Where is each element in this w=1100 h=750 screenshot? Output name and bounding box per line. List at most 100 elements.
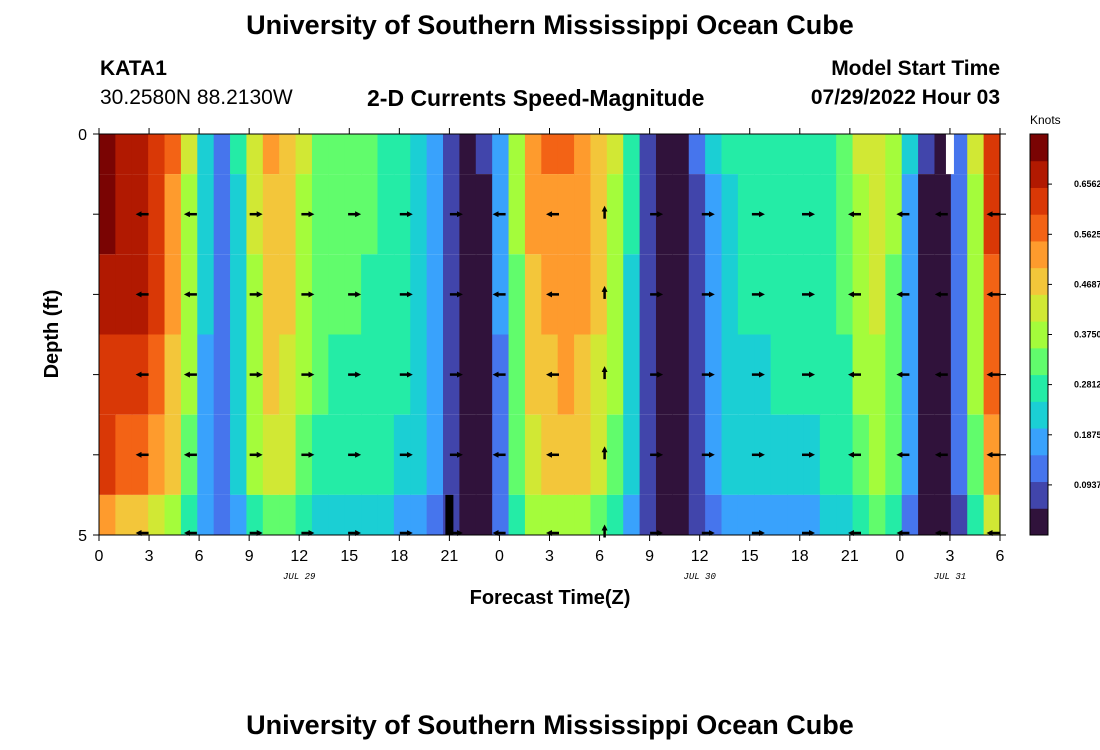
heatmap-cell	[443, 134, 460, 175]
heatmap-cell	[688, 494, 706, 535]
heatmap-cell	[164, 174, 182, 255]
heatmap-cell	[967, 334, 985, 415]
heatmap-cell	[639, 494, 657, 535]
colorbar-segment	[1030, 428, 1048, 456]
heatmap-cell	[295, 494, 313, 535]
heatmap-cell	[115, 134, 133, 175]
colorbar-tick-label: 0.09375	[1074, 480, 1100, 490]
heatmap-cell	[524, 134, 542, 175]
colorbar-segment	[1030, 481, 1048, 509]
heatmap-cell	[262, 174, 280, 255]
x-tick-label: 9	[645, 548, 654, 565]
heatmap-cell	[655, 174, 673, 255]
x-tick-label: 6	[195, 548, 204, 565]
heatmap-cell	[230, 254, 248, 335]
heatmap-cell	[836, 134, 854, 175]
heatmap-cell	[721, 334, 739, 415]
heatmap-cell	[279, 414, 297, 495]
heatmap-cell	[819, 174, 837, 255]
heatmap-cell	[967, 414, 985, 495]
heatmap-cell	[426, 174, 444, 255]
heatmap-cell	[377, 134, 395, 175]
heatmap-cell	[836, 174, 854, 255]
heatmap-cell	[934, 494, 952, 535]
heatmap-cell	[377, 494, 395, 535]
heatmap-cell	[737, 174, 755, 255]
heatmap-cell	[557, 494, 575, 535]
heatmap-cell	[148, 494, 166, 535]
heatmap-cell	[868, 134, 886, 175]
date-label: JUL 31	[934, 572, 966, 582]
heatmap-cell	[606, 414, 624, 495]
page-title: University of Southern Mississippi Ocean…	[246, 10, 854, 40]
heatmap-cell	[574, 494, 592, 535]
x-tick-label: 15	[340, 548, 358, 565]
heatmap-cell	[967, 174, 985, 255]
heatmap-cell	[901, 174, 919, 255]
heatmap-cell	[803, 494, 821, 535]
heatmap-cell	[836, 334, 854, 415]
colorbar-segment	[1030, 267, 1048, 295]
heatmap-cells	[99, 134, 1001, 535]
page-title-repeat: University of Southern Mississippi Ocean…	[246, 710, 854, 740]
heatmap-cell	[148, 254, 166, 335]
heatmap-cell	[410, 174, 428, 255]
heatmap-cell	[115, 414, 133, 495]
heatmap-cell	[508, 134, 526, 175]
x-tick-label: 12	[691, 548, 709, 565]
heatmap-cell	[705, 134, 723, 175]
heatmap-cell	[508, 174, 526, 255]
heatmap-cell	[426, 134, 444, 175]
heatmap-cell	[819, 334, 837, 415]
heatmap-cell	[459, 334, 477, 415]
heatmap-cell	[164, 414, 182, 495]
heatmap-cell	[655, 414, 673, 495]
heatmap-cell	[131, 134, 149, 175]
heatmap-cell	[557, 254, 575, 335]
heatmap-cell	[590, 254, 608, 335]
x-tick-label: 18	[390, 548, 408, 565]
heatmap-cell	[475, 334, 493, 415]
heatmap-cell	[606, 134, 624, 175]
heatmap-cell	[885, 134, 903, 175]
heatmap-cell	[901, 414, 919, 495]
heatmap-cell	[623, 334, 641, 415]
heatmap-cell	[426, 414, 444, 495]
heatmap-cell	[361, 174, 379, 255]
heatmap-cell	[197, 334, 215, 415]
date-label: JUL 30	[683, 572, 716, 582]
heatmap-cell	[213, 134, 231, 175]
heatmap-cell	[787, 254, 805, 335]
heatmap-cell	[918, 414, 936, 495]
colorbar-tick-label: 0.28125	[1074, 380, 1100, 390]
heatmap-cell	[115, 334, 133, 415]
heatmap-cell	[262, 254, 280, 335]
x-tick-label: 6	[996, 548, 1005, 565]
y-tick-label: 0	[78, 127, 87, 144]
colorbar-segment	[1030, 294, 1048, 322]
x-tick-label: 6	[595, 548, 604, 565]
heatmap-cell	[262, 414, 280, 495]
heatmap-cell	[639, 174, 657, 255]
heatmap-cell	[344, 134, 362, 175]
heatmap-cell	[672, 174, 690, 255]
heatmap-cell	[901, 134, 919, 175]
heatmap-cell	[475, 494, 493, 535]
heatmap-cell	[639, 254, 657, 335]
heatmap-cell	[508, 414, 526, 495]
heatmap-cell	[230, 494, 248, 535]
colorbar-segment	[1030, 401, 1048, 429]
colorbar-segment	[1030, 454, 1048, 483]
heatmap-cell	[180, 494, 198, 535]
heatmap-cell	[623, 174, 641, 255]
heatmap-cell	[655, 494, 673, 535]
heatmap-cell	[557, 414, 575, 495]
heatmap-cell	[918, 494, 936, 535]
heatmap-cell	[967, 134, 985, 175]
heatmap-cell	[639, 334, 657, 415]
colorbar-segment	[1030, 321, 1048, 349]
station-coordinates: 30.2580N 88.2130W	[100, 86, 293, 109]
heatmap-cell	[836, 414, 854, 495]
